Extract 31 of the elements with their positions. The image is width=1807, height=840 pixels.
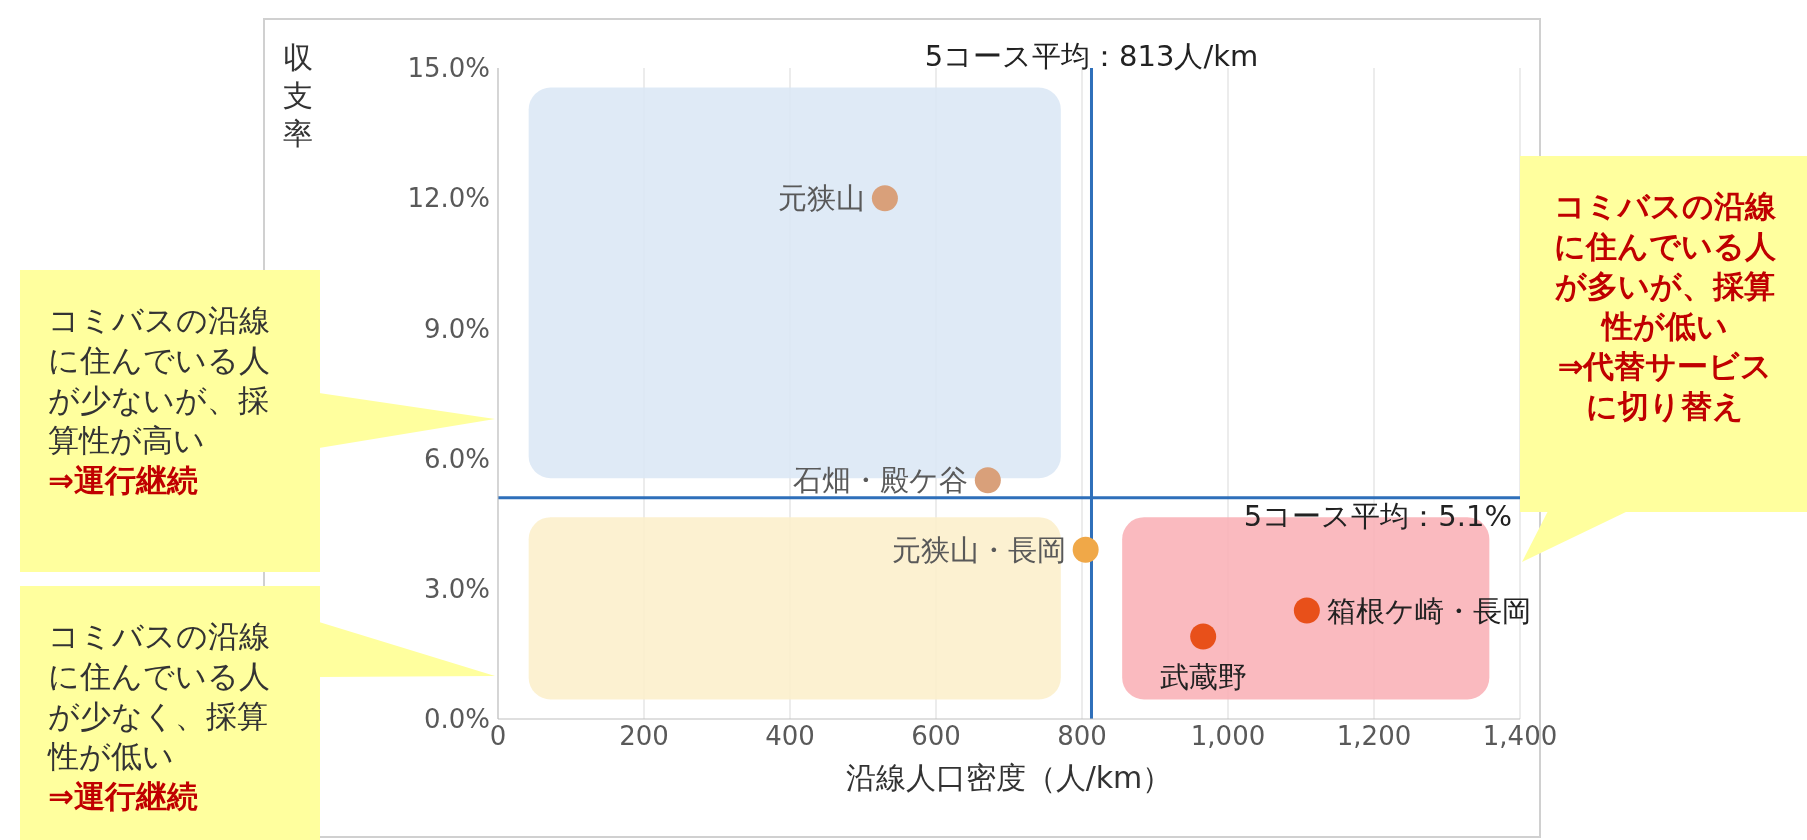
x-tick-label: 1,200: [1336, 721, 1412, 752]
series-label: 箱根ケ崎・長岡: [1326, 593, 1531, 628]
y-tick-label: 6.0%: [423, 443, 490, 474]
point: [1293, 597, 1320, 624]
point: [1072, 536, 1099, 563]
text: コミバスの沿線に住んでいる人が少なく、採算性が低い ⇒運行継続: [48, 617, 271, 816]
series-label: 元狭山・長岡: [891, 532, 1066, 567]
y-tick-label: 9.0%: [423, 313, 490, 344]
x-tick-label: 400: [765, 721, 815, 752]
y-axis-title: 収支率: [283, 40, 313, 151]
x-tick-label: 600: [911, 721, 961, 752]
x-tick-label: 1,000: [1190, 721, 1266, 752]
text: コミバスの沿線に住んでいる人が多いが、採算性が低い ⇒代替サービスに切り替え: [1553, 187, 1777, 426]
series-label: 石畑・殿ケ谷: [792, 463, 968, 498]
x-tick-label: 0: [489, 721, 507, 752]
series-label: 武蔵野: [1159, 659, 1247, 694]
y-tick-label: 12.0%: [407, 183, 490, 214]
x-axis-title: 沿線人口密度（人/km）: [845, 760, 1173, 795]
point: [1190, 623, 1217, 650]
series-label: 元狭山: [777, 181, 865, 216]
point: [974, 467, 1001, 494]
ref-line-label: 5コース平均：813人/km: [924, 39, 1259, 73]
y-tick-label: 15.0%: [407, 53, 490, 84]
text: コミバスの沿線に住んでいる人が少ないが、採算性が高い ⇒運行継続: [48, 301, 271, 500]
ref-line-label: 5コース平均：5.1%: [1243, 499, 1512, 534]
y-tick-label: 0.0%: [423, 704, 490, 735]
x-tick-label: 200: [619, 721, 669, 752]
y-tick-label: 3.0%: [423, 574, 490, 605]
x-tick-label: 1,400: [1482, 721, 1558, 752]
x-tick-label: 800: [1057, 721, 1107, 752]
point: [871, 185, 898, 212]
